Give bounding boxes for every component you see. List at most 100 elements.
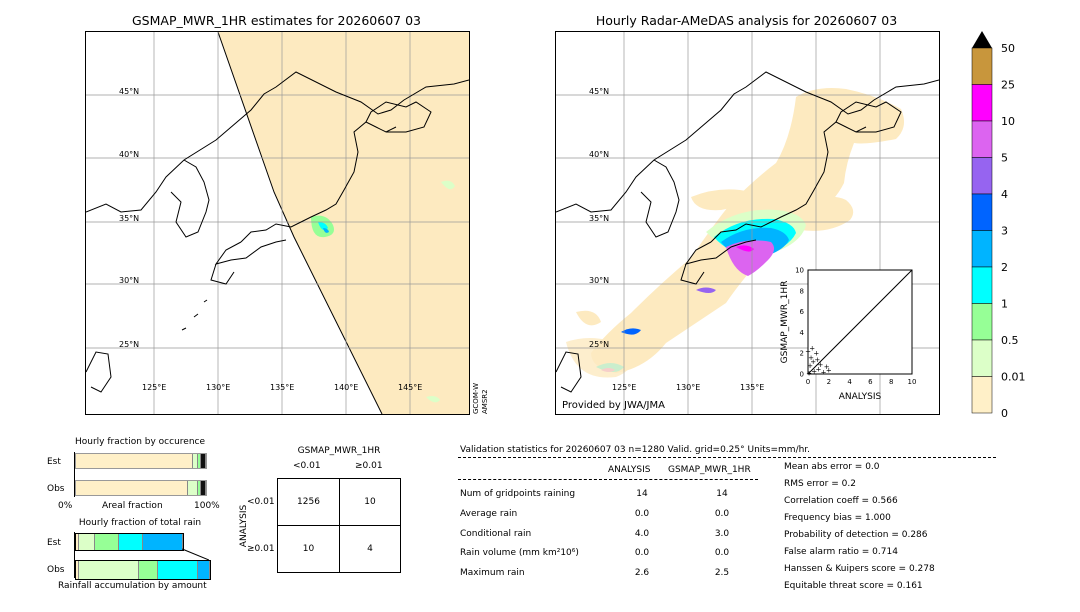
validation-col-analysis: ANALYSIS	[608, 465, 651, 475]
lat-label: 40°N	[119, 150, 139, 159]
contingency-table: 1256 10 10 4	[277, 478, 401, 573]
total-rain-est-bar	[75, 533, 185, 551]
colorbar-label: 3	[1001, 225, 1008, 238]
colorbar-label: 4	[1001, 188, 1008, 201]
colorbar-segment	[971, 120, 993, 158]
scatter-x-tick: 0	[806, 378, 810, 386]
lon-label: 145°E	[398, 383, 422, 392]
scatter-y-tick: 6	[800, 308, 805, 316]
validation-gsmap-value: 3.0	[714, 529, 730, 539]
scatter-point: +	[810, 358, 816, 366]
colorbar-extend-triangle	[972, 31, 992, 48]
validation-gsmap-value: 0.0	[714, 509, 730, 519]
bar-segment	[76, 481, 188, 495]
scatter-point: +	[824, 363, 830, 371]
occurrence-xlabel: Areal fraction	[102, 501, 163, 511]
colorbar-label: 0.5	[1001, 334, 1019, 347]
lat-label: 45°N	[119, 87, 139, 96]
scatter-y-tick: 4	[800, 329, 805, 337]
colorbar-label: 1	[1001, 298, 1008, 311]
scatter-y-tick: 10	[795, 267, 804, 275]
scatter-point: +	[805, 348, 811, 356]
right-map: 45°N 40°N 35°N 30°N 25°N 125°E 130°E 135…	[555, 31, 940, 415]
lon-label: 135°E	[270, 383, 294, 392]
occurrence-est-bar	[75, 453, 207, 469]
scatter-point: +	[807, 362, 813, 370]
lat-label: 35°N	[589, 214, 609, 223]
scatter-x-tick: 4	[847, 378, 852, 386]
validation-header: Validation statistics for 20260607 03 n=…	[460, 445, 811, 455]
lat-label: 35°N	[119, 214, 139, 223]
colorbar-segment	[971, 339, 993, 377]
satellite-label: GCOM-W AMSR2	[472, 383, 489, 414]
validation-row-label: Rain volume (mm km²10⁶)	[460, 548, 579, 558]
colorbar-segment	[971, 47, 993, 85]
occurrence-obs-label: Obs	[47, 484, 65, 494]
validation-analysis-value: 4.0	[634, 529, 650, 539]
scatter-point: +	[813, 350, 819, 358]
contingency-col-label: <0.01	[293, 461, 321, 471]
lat-label: 30°N	[589, 276, 609, 285]
contingency-cell: 1256	[297, 497, 320, 507]
rain-area	[736, 245, 754, 252]
swath-area	[218, 32, 469, 414]
score-line: Probability of detection = 0.286	[784, 530, 928, 540]
lon-label: 130°E	[676, 383, 700, 392]
colorbar-segment	[971, 84, 993, 122]
scatter-point: +	[814, 356, 820, 364]
bar-segment	[197, 561, 210, 579]
validation-table-separator	[458, 479, 758, 480]
lat-label: 45°N	[589, 87, 609, 96]
right-map-title: Hourly Radar-AMeDAS analysis for 2026060…	[595, 13, 898, 28]
bar-segment	[198, 454, 201, 468]
scatter-point: +	[809, 345, 815, 353]
bar-segment	[78, 561, 139, 579]
map-grid	[86, 32, 469, 414]
left-map-canvas: 45°N 40°N 35°N 30°N 25°N 125°E 130°E 135…	[86, 32, 469, 414]
bar-segment	[94, 534, 119, 550]
colorbar-segment	[971, 193, 993, 231]
validation-analysis-value: 0.0	[634, 509, 650, 519]
validation-analysis-value: 0.0	[634, 548, 650, 558]
scatter-point: +	[811, 367, 817, 375]
contingency-title: GSMAP_MWR_1HR	[297, 446, 381, 456]
scatter-point: +	[821, 368, 827, 376]
diagonal-line	[807, 269, 913, 375]
bar-segment	[193, 454, 199, 468]
validation-analysis-value: 2.6	[634, 568, 650, 578]
sensor-name: AMSR2	[481, 389, 489, 414]
bar-segment	[157, 561, 198, 579]
colorbar-label: 2	[1001, 261, 1008, 274]
lon-label: 140°E	[334, 383, 358, 392]
lon-label: 125°E	[142, 383, 166, 392]
colorbar-segment	[971, 266, 993, 304]
scatter-point: +	[818, 361, 824, 369]
scatter-y-tick: 0	[800, 371, 804, 379]
occurrence-obs-bar	[75, 480, 207, 496]
scatter-inset: 00 2 2 4 4 6 6 8 8 10 10 ++++++++ + +++++ ANALYSIS G…	[780, 267, 917, 403]
scatter-x-tick: 10	[908, 378, 917, 386]
analysis-coverage	[691, 189, 751, 211]
bar-segment	[198, 481, 201, 495]
coastline	[556, 71, 939, 393]
bar-segment	[138, 561, 158, 579]
contingency-cell: 10	[364, 497, 376, 507]
scatter-ylabel: GSMAP_MWR_1HR	[780, 281, 790, 364]
validation-row-label: Num of gridpoints raining	[460, 489, 576, 499]
occurrence-est-label: Est	[47, 457, 61, 467]
contingency-row-label: <0.01	[247, 497, 275, 507]
colorbar-label: 0.01	[1001, 371, 1026, 384]
lat-label: 30°N	[119, 276, 139, 285]
colorbar-segment	[971, 230, 993, 268]
rain-area	[726, 240, 775, 276]
left-map-title: GSMAP_MWR_1HR estimates for 20260607 03	[132, 13, 421, 28]
bar-segment	[76, 561, 79, 579]
lat-label: 25°N	[119, 340, 139, 349]
bar-segment	[187, 481, 199, 495]
occurrence-chart	[74, 452, 209, 497]
scatter-point: +	[815, 365, 821, 373]
rain-area	[426, 396, 440, 403]
lat-label: 40°N	[589, 150, 609, 159]
total-rain-obs-label: Obs	[47, 565, 65, 575]
scatter-points: ++++++++ + +++++	[805, 345, 832, 378]
